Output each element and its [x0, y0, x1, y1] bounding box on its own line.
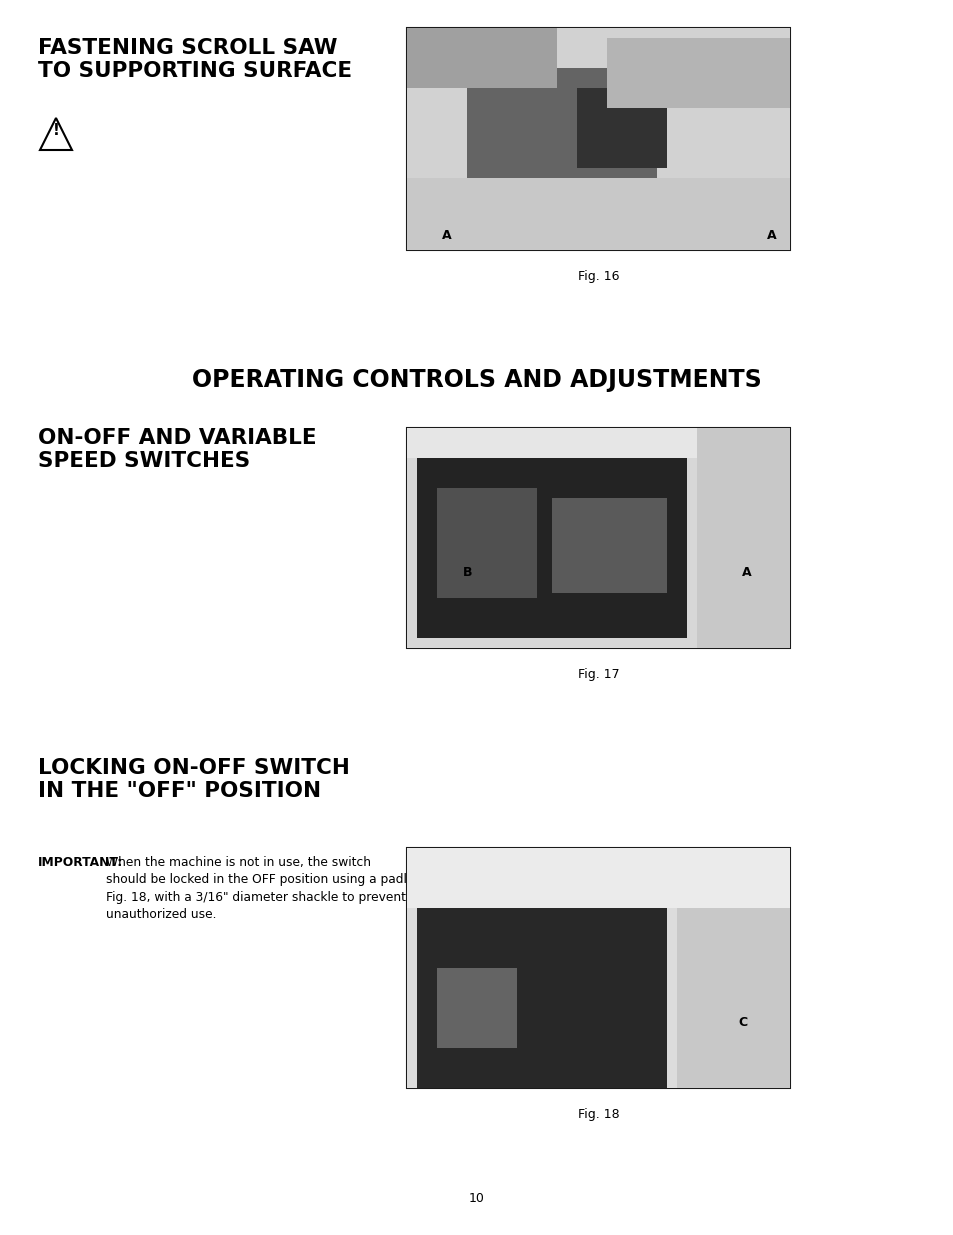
- Bar: [407, 429, 789, 648]
- Text: Fig. 18: Fig. 18: [578, 1108, 618, 1121]
- Text: LOCKING ON-OFF SWITCH
IN THE "OFF" POSITION: LOCKING ON-OFF SWITCH IN THE "OFF" POSIT…: [38, 758, 350, 802]
- Bar: [407, 848, 789, 1088]
- Text: !: !: [52, 122, 59, 137]
- Text: Fig. 17: Fig. 17: [578, 668, 618, 680]
- Text: IMPORTANT:: IMPORTANT:: [38, 856, 123, 869]
- Text: FASTENING SCROLL SAW
TO SUPPORTING SURFACE: FASTENING SCROLL SAW TO SUPPORTING SURFA…: [38, 38, 352, 82]
- Text: Fig. 16: Fig. 16: [578, 270, 618, 283]
- Text: A: A: [766, 228, 776, 242]
- Text: OPERATING CONTROLS AND ADJUSTMENTS: OPERATING CONTROLS AND ADJUSTMENTS: [192, 368, 761, 391]
- Text: When the machine is not in use, the switch
should be locked in the OFF position : When the machine is not in use, the swit…: [106, 856, 450, 921]
- Text: B: B: [462, 567, 472, 579]
- Bar: [407, 28, 789, 249]
- Text: A: A: [442, 228, 452, 242]
- Text: 10: 10: [469, 1192, 484, 1205]
- Text: C: C: [738, 1016, 746, 1030]
- Text: ON-OFF AND VARIABLE
SPEED SWITCHES: ON-OFF AND VARIABLE SPEED SWITCHES: [38, 429, 316, 472]
- Polygon shape: [40, 119, 71, 149]
- Text: A: A: [741, 567, 751, 579]
